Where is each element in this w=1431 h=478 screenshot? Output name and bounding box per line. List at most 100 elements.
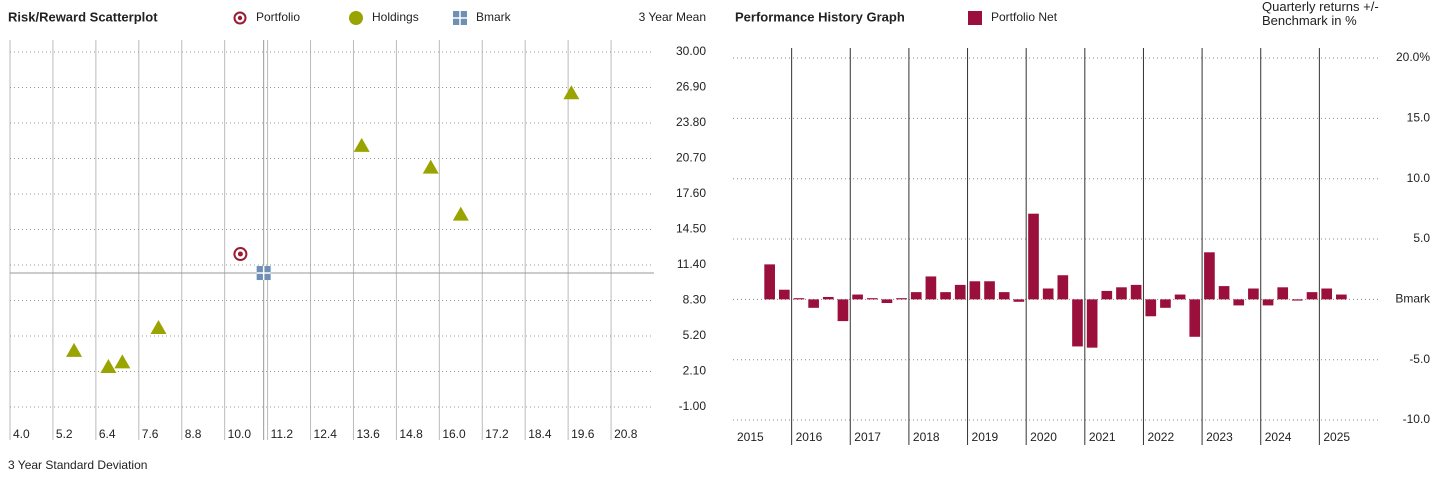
holding-point [100,358,117,373]
bar [852,294,863,300]
bar [1130,284,1142,300]
x-tick-label: 8.8 [185,427,202,441]
bar [1262,299,1274,306]
legend-label: Bmark [476,10,512,24]
chart-title: Performance History Graph [735,9,905,24]
bar [1248,288,1259,300]
x-tick-label: 11.2 [271,427,294,441]
y-tick-label: 17.60 [676,186,706,200]
bar [822,296,834,300]
y-axis-title: 3 Year Mean [639,10,706,24]
holding-point [150,320,167,335]
y-tick-label: 8.30 [683,293,707,307]
bar [1321,288,1333,300]
bar [969,281,981,300]
bar [1174,294,1186,300]
bar [764,264,775,300]
x-tick-label: 2017 [854,430,881,444]
bar [1042,288,1054,300]
legend-label: Portfolio [256,10,300,24]
legend-icon [349,11,363,25]
y-tick-label: 30.00 [676,44,706,58]
x-tick-label: 2024 [1265,430,1292,444]
holding-point [66,342,83,357]
bar [1292,299,1303,301]
holding-point [563,85,580,100]
x-tick-label: 18.4 [528,427,552,441]
x-tick-label: 14.8 [399,427,423,441]
bar [881,299,893,303]
bar [1086,299,1098,348]
bar [778,289,790,300]
holding-point [353,137,370,152]
portfolio-point-dot [237,251,243,257]
bar [1336,294,1347,300]
x-tick-label: 2020 [1030,430,1057,444]
bar [940,292,951,300]
holding-point [452,206,469,221]
y-tick-label: -10.0 [1403,412,1431,426]
bar [984,281,995,300]
y-tick-label: Bmark [1395,292,1431,306]
x-tick-label: 7.6 [142,427,159,441]
bar [1233,299,1245,306]
y-tick-label: 5.0 [1413,231,1430,245]
x-tick-label: 2021 [1089,430,1116,444]
holding-point [114,354,131,369]
bar [1306,292,1318,300]
bar [1218,286,1230,300]
bar [1101,290,1113,300]
x-tick-label: 10.0 [228,427,252,441]
legend-icon [968,11,982,25]
x-tick-label: 2023 [1206,430,1233,444]
y-tick-label: 23.80 [676,115,706,129]
x-tick-label: 2022 [1147,430,1174,444]
x-tick-label: 19.6 [571,427,595,441]
x-tick-label: 12.4 [314,427,338,441]
x-tick-label: 2015 [737,430,764,444]
bar [1057,275,1069,300]
y-tick-label: 14.50 [676,222,706,236]
y-axis-title: Quarterly returns +/- Benchmark in % [1262,0,1379,28]
x-tick-label: 13.6 [356,427,380,441]
legend-label: Portfolio Net [991,10,1058,24]
x-tick-label: 16.0 [442,427,466,441]
bar [998,292,1010,300]
bar [925,276,937,300]
bar [1145,299,1157,317]
y-tick-label: 20.70 [676,151,706,165]
bar [808,299,819,308]
bar [954,284,966,300]
bar [1277,287,1289,300]
bar [1028,213,1039,300]
y-tick-label: -1.00 [679,399,707,413]
y-tick-label: 20.0% [1396,50,1430,64]
x-tick-label: 2025 [1323,430,1350,444]
legend-icon [237,15,243,21]
x-tick-label: 2018 [913,430,940,444]
y-tick-label: 15.0 [1407,111,1431,125]
y-axis-title-box: Quarterly returns +/- Benchmark in % [1262,0,1379,28]
y-tick-label: 11.40 [677,257,706,271]
bar [896,298,907,300]
y-tick-label: 2.10 [683,364,707,378]
y-tick-label: 26.90 [676,80,706,94]
bar [910,292,922,300]
bar [1072,299,1083,347]
x-tick-label: 6.4 [99,427,116,441]
y-tick-label: 5.20 [683,328,707,342]
bar [837,299,849,322]
x-tick-label: 20.8 [614,427,638,441]
holding-point [422,159,439,174]
bar [1204,252,1215,300]
bar [866,298,878,300]
bar [1189,299,1201,337]
bar [1116,287,1127,300]
bar [1013,299,1025,302]
y-tick-label: 10.0 [1407,171,1431,185]
x-tick-label: 5.2 [56,427,73,441]
legend-label: Holdings [372,10,419,24]
x-axis-title: 3 Year Standard Deviation [8,458,147,472]
x-tick-label: 2016 [796,430,823,444]
y-tick-label: -5.0 [1409,352,1430,366]
